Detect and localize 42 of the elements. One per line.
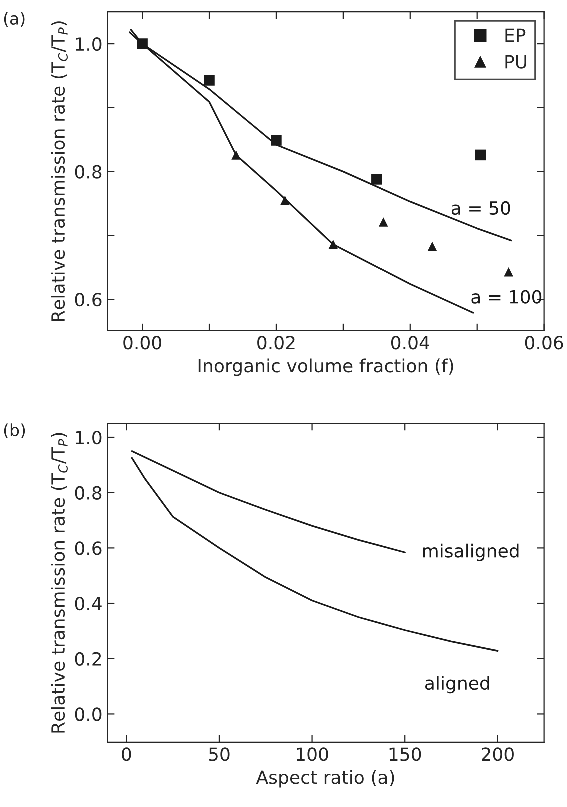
x-tick-label: 200 <box>482 748 514 762</box>
text: (a) <box>4 12 25 27</box>
x-axis-title: Aspect ratio (a) <box>256 770 394 788</box>
point <box>328 240 338 250</box>
point <box>475 150 486 161</box>
x-tick-label: 0.00 <box>124 336 162 350</box>
x-tick-label: 100 <box>297 748 328 762</box>
point <box>428 242 438 252</box>
legend-label: EP <box>506 28 526 42</box>
y-axis-title: Relative transmission rate (T$_{C}$/T$_{P}$) <box>51 22 68 322</box>
y-tick-label: 0.6 <box>75 542 102 556</box>
series-label: aligned <box>425 676 490 694</box>
y-tick-label: 1.0 <box>76 38 102 52</box>
y-tick-label: 0.6 <box>75 293 102 307</box>
y-tick-label: 0.0 <box>75 708 102 722</box>
x-tick-label: 0.04 <box>391 336 430 350</box>
x-tick-label: 0.02 <box>258 336 295 350</box>
legend-label: PU <box>506 55 527 69</box>
x-tick-label: 50 <box>209 748 230 762</box>
point <box>280 196 290 206</box>
point <box>378 218 388 227</box>
y-tick-label: 0.4 <box>75 596 102 611</box>
point <box>271 135 282 146</box>
point <box>372 174 382 185</box>
line-series <box>131 450 406 554</box>
x-axis-title: Inorganic volume fraction (f) <box>198 358 454 376</box>
y-tick-label: 0.8 <box>75 165 102 179</box>
text: (b) <box>4 424 26 439</box>
y-axis-title: Relative transmission rate (T$_{C}$/T$_{P}$) <box>51 433 68 733</box>
point <box>204 75 215 86</box>
series-label: a = 100 <box>472 290 542 304</box>
x-tick-label: 0 <box>122 748 132 762</box>
point <box>504 267 514 277</box>
series-label: a = 50 <box>452 201 510 216</box>
y-tick-label: 0.8 <box>75 486 102 500</box>
y-tick-label: 1.0 <box>76 430 102 445</box>
x-tick-label: 0.06 <box>525 336 564 350</box>
point <box>232 150 241 160</box>
point <box>137 38 148 50</box>
legend-label: misaligned <box>423 544 519 562</box>
y-tick-label: 0.2 <box>75 652 102 666</box>
x-tick-label: 150 <box>390 748 422 762</box>
